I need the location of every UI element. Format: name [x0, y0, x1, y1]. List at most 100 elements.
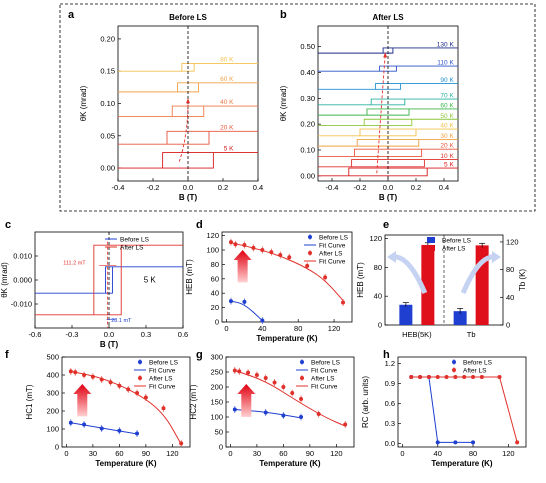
x-tick-label-c: 0.3: [141, 330, 151, 339]
y2-tick-label-e: 0: [506, 321, 510, 330]
bar-Before-LS-0: [399, 304, 413, 325]
x-tick-label-a: 0.2: [218, 183, 228, 192]
x-axis-label-h: Temperature (K): [431, 459, 493, 468]
y-axis-label-a: θK (mrad): [79, 85, 88, 121]
data-point-d: [242, 299, 247, 304]
y-tick-label-f: 200: [46, 407, 59, 416]
x-axis-label-f: Temperature (K): [95, 459, 157, 468]
x-tick-label-h: 0: [400, 449, 404, 458]
data-point-h: [435, 375, 440, 379]
x-tick-label-f: 120: [166, 449, 179, 458]
bar-Before-LS-1: [453, 311, 467, 325]
data-point-h: [497, 375, 502, 379]
series-label-b: 30 K: [440, 133, 454, 140]
legend-label-f: After LS: [149, 376, 173, 383]
legend-label-c: Before LS: [120, 237, 150, 244]
data-point-d: [287, 255, 292, 260]
y-axis-label-d: HEB (mT): [185, 259, 194, 295]
y-tick-label-e: 0: [378, 321, 382, 330]
bar-After-LS-0: [421, 244, 435, 325]
hysteresis-loop-10K: [318, 159, 458, 168]
x-tick-label-d: 120: [328, 324, 341, 333]
y-tick-label-b: 0.50: [300, 42, 315, 51]
y-tick-label-c: -0.010: [11, 300, 32, 309]
data-point-g: [263, 376, 268, 380]
x-tick-label-g: 30: [253, 449, 261, 458]
enhancement-arrow-f: [73, 384, 92, 417]
x-tick-label-f: 30: [89, 449, 97, 458]
series-label-b: 60 K: [440, 102, 454, 109]
fit-curve-f: [70, 370, 182, 445]
hysteresis-loop-20K: [318, 148, 458, 157]
y-tick-label-d: 80: [211, 260, 219, 269]
x-tick-label-g: 120: [330, 449, 343, 458]
legend-label-e: After LS: [442, 246, 466, 253]
curved-arrowhead-left-e: [387, 251, 396, 263]
data-point-h: [418, 375, 423, 379]
data-point-d: [305, 263, 310, 268]
y-tick-label-b: 0.30: [300, 94, 315, 103]
x-tick-label-c: 0.0: [104, 330, 114, 339]
x-tick-label-h: 80: [469, 449, 477, 458]
y-tick-label-g: 50: [215, 428, 223, 437]
data-point-g: [299, 397, 304, 401]
hysteresis-loop-After-LS: [35, 244, 183, 316]
annotation-after: 111.2 mT: [63, 260, 86, 266]
legend-label-f: Before LS: [149, 360, 179, 367]
data-point-h: [515, 440, 520, 445]
x-tick-label-c: -0.3: [66, 330, 79, 339]
legend-box-e: [427, 237, 435, 243]
y-tick-label-g: 100: [210, 413, 223, 422]
title-b: After LS: [372, 13, 404, 22]
curved-arrowhead-right-e: [492, 251, 501, 263]
data-point-h: [453, 440, 458, 445]
y-tick-label-b: 0.40: [300, 68, 315, 77]
series-label-a: 5 K: [224, 146, 234, 153]
panel-letter-a: a: [68, 9, 75, 21]
y-axis-label-c: θK (mrad): [0, 262, 9, 298]
y-tick-label-d: 0: [215, 318, 219, 327]
hysteresis-loop-110K: [318, 65, 458, 72]
y-tick-label-a: 0.15: [100, 67, 115, 76]
data-point-g: [281, 385, 286, 389]
dashed-frame: [59, 3, 536, 212]
data-point-h: [471, 440, 476, 445]
y-tick-label-d: 20: [211, 303, 219, 312]
y-tick-label-f: 400: [46, 371, 59, 380]
data-point-h: [409, 375, 414, 379]
series-label-a: 60 K: [220, 76, 234, 83]
series-label-b: 5 K: [444, 162, 454, 169]
x-tick-label-d: 40: [258, 324, 266, 333]
panel-letter-h: h: [383, 349, 390, 361]
hysteresis-loop-30K: [318, 138, 458, 147]
hysteresis-loop-60K: [318, 108, 458, 116]
legend-label-f: Fit Curve: [149, 384, 176, 391]
x-tick-label-f: 0: [64, 449, 68, 458]
category-label-e: HEB(5K): [402, 330, 432, 339]
x-tick-label-h: 40: [434, 449, 442, 458]
y-tick-label-h: 0.9: [385, 379, 395, 388]
y-tick-label-e: 120: [369, 234, 382, 243]
data-point-g: [299, 415, 304, 419]
series-label-b: 50 K: [440, 113, 454, 120]
legend-label-d: Fit Curve: [319, 243, 346, 250]
data-point-h: [453, 375, 458, 379]
panel-letter-d: d: [196, 219, 203, 231]
data-point-g: [254, 373, 259, 377]
data-point-h: [462, 375, 467, 379]
series-label-b: 110 K: [437, 60, 454, 67]
y2-tick-label-e: 40: [506, 293, 514, 302]
series-label-a: 80 K: [220, 56, 234, 63]
enhancement-arrow-d-shape: [233, 250, 252, 283]
hysteresis-loop-40K: [318, 128, 458, 137]
y-tick-label-g: 200: [210, 383, 223, 392]
fit-curve-d: [230, 300, 263, 321]
x-tick-label-g: 0: [228, 449, 232, 458]
legend-label-h: After LS: [463, 368, 487, 375]
data-point-h: [444, 375, 449, 379]
x-tick-label-a: -0.4: [112, 183, 125, 192]
y-tick-label-f: 500: [46, 353, 59, 362]
hysteresis-loop-60K: [118, 82, 258, 93]
y-tick-label-b: 0.00: [300, 171, 315, 180]
annotation-temperature: 5 K: [144, 275, 157, 284]
